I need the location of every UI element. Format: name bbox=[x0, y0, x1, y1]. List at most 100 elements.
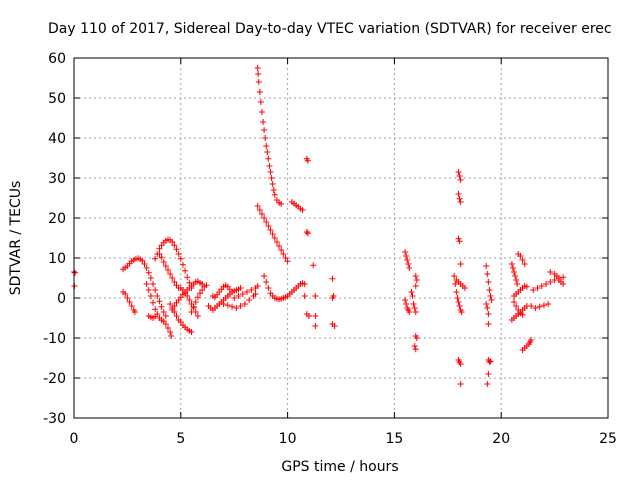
data-point bbox=[483, 263, 490, 269]
x-tick-label: 10 bbox=[279, 431, 297, 447]
data-point bbox=[173, 313, 180, 319]
grid-lines bbox=[74, 58, 608, 418]
data-point bbox=[167, 301, 174, 307]
data-point bbox=[534, 285, 541, 291]
data-point bbox=[538, 283, 545, 289]
data-point bbox=[237, 285, 244, 291]
data-point bbox=[278, 201, 285, 207]
data-point bbox=[413, 335, 420, 341]
data-point bbox=[152, 255, 159, 262]
y-tick-label: -30 bbox=[43, 411, 66, 427]
data-point bbox=[409, 293, 416, 299]
data-point bbox=[229, 303, 236, 310]
data-point bbox=[171, 309, 178, 315]
data-point bbox=[194, 294, 201, 301]
data-point bbox=[280, 251, 287, 257]
data-point bbox=[254, 203, 261, 209]
data-point bbox=[486, 359, 493, 365]
data-point bbox=[485, 311, 492, 317]
data-point bbox=[268, 175, 275, 181]
data-point bbox=[186, 279, 193, 286]
data-point bbox=[184, 293, 191, 299]
data-point bbox=[487, 358, 494, 365]
data-point bbox=[484, 305, 491, 311]
data-point bbox=[457, 381, 464, 387]
data-point bbox=[252, 291, 259, 297]
data-point bbox=[403, 301, 410, 307]
data-point bbox=[171, 242, 178, 249]
data-point bbox=[517, 253, 524, 259]
y-tick-label: 60 bbox=[48, 51, 66, 67]
data-point bbox=[126, 299, 133, 305]
y-tick-label: -10 bbox=[43, 331, 66, 347]
data-point bbox=[543, 281, 550, 287]
y-tick-label: 20 bbox=[48, 211, 66, 227]
data-point bbox=[256, 207, 263, 213]
data-point bbox=[456, 303, 463, 309]
data-point bbox=[131, 309, 138, 315]
data-point bbox=[485, 371, 492, 377]
chart-title: Day 110 of 2017, Sidereal Day-to-day VTE… bbox=[48, 21, 612, 37]
data-point bbox=[143, 265, 150, 271]
x-tick-label: 0 bbox=[70, 431, 79, 447]
data-point bbox=[412, 273, 419, 279]
data-point bbox=[455, 299, 462, 305]
data-point bbox=[484, 381, 491, 387]
data-point bbox=[519, 257, 526, 263]
data-point bbox=[162, 313, 169, 319]
y-tick-label: 40 bbox=[48, 131, 66, 147]
data-point bbox=[264, 149, 271, 155]
data-point bbox=[523, 283, 530, 290]
data-point bbox=[72, 269, 79, 276]
data-point bbox=[284, 258, 291, 265]
data-point bbox=[261, 215, 268, 221]
data-point bbox=[254, 283, 261, 289]
data-point bbox=[312, 323, 319, 329]
data-point bbox=[260, 119, 267, 125]
data-point bbox=[169, 275, 176, 281]
data-point bbox=[257, 99, 264, 105]
data-point bbox=[145, 287, 152, 293]
data-point bbox=[269, 231, 276, 237]
x-tick-label: 5 bbox=[176, 431, 185, 447]
data-point bbox=[150, 281, 157, 287]
data-point bbox=[451, 273, 458, 279]
data-point bbox=[452, 281, 459, 287]
data-point bbox=[235, 293, 242, 299]
data-point bbox=[455, 169, 462, 175]
data-point bbox=[486, 287, 493, 293]
data-point bbox=[164, 325, 171, 331]
data-point bbox=[233, 305, 240, 311]
data-point bbox=[454, 295, 461, 301]
data-point bbox=[263, 219, 270, 225]
data-point bbox=[304, 157, 311, 164]
data-point bbox=[553, 273, 560, 279]
data-point bbox=[145, 269, 152, 276]
data-point bbox=[156, 298, 163, 305]
data-point bbox=[124, 295, 131, 301]
data-point bbox=[128, 303, 135, 309]
data-point bbox=[456, 195, 463, 202]
data-point bbox=[267, 169, 274, 175]
data-point bbox=[258, 109, 265, 115]
data-point bbox=[186, 297, 193, 303]
data-point bbox=[179, 287, 186, 293]
data-point bbox=[301, 281, 308, 287]
y-tick-labels: -30 -20 -10 0 10 20 30 40 50 60 bbox=[43, 51, 66, 427]
data-point bbox=[224, 302, 231, 309]
x-tick-label: 15 bbox=[385, 431, 403, 447]
data-point bbox=[509, 265, 516, 271]
data-point bbox=[152, 306, 159, 313]
y-tick-label: 0 bbox=[57, 291, 66, 307]
data-point bbox=[560, 281, 567, 287]
data-point bbox=[540, 302, 547, 309]
data-point bbox=[331, 323, 338, 329]
data-point bbox=[282, 255, 289, 261]
data-point bbox=[263, 279, 270, 285]
data-point bbox=[329, 275, 336, 282]
data-point bbox=[190, 303, 197, 310]
data-point bbox=[545, 301, 552, 307]
data-point bbox=[273, 239, 280, 245]
data-point bbox=[412, 283, 419, 289]
data-point bbox=[487, 293, 494, 299]
